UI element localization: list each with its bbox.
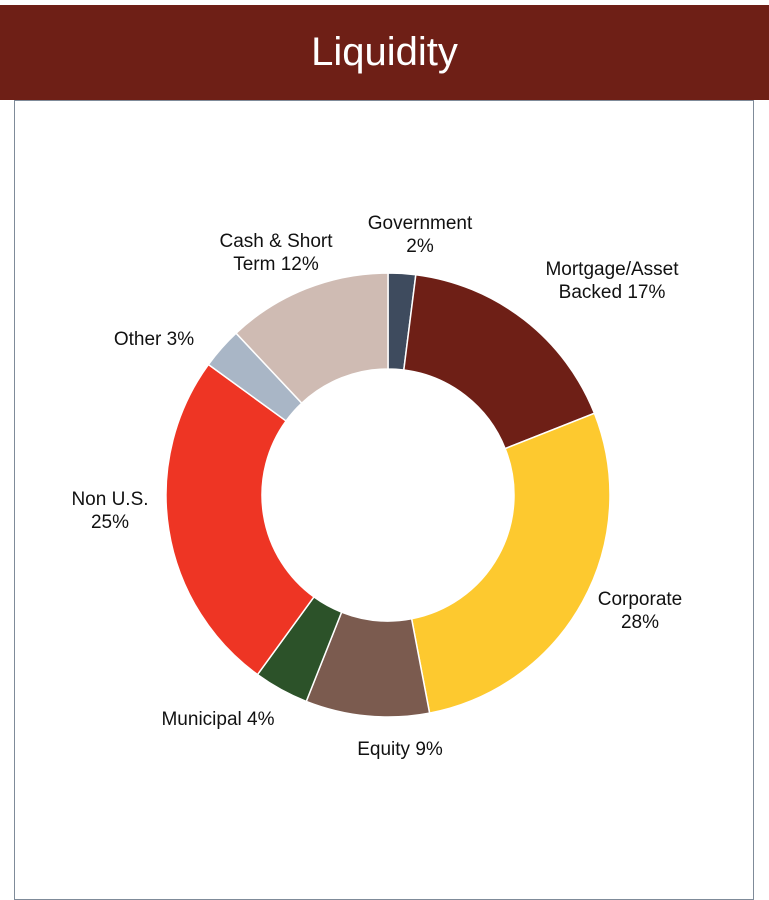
value-label: 4% [247,709,275,730]
slice-label: Municipal 4% [138,708,298,731]
value-label: 28% [620,612,660,633]
category-name: Corporate [597,589,683,610]
value-label: 3% [166,329,195,350]
slice-label: Non U.S. 25% [65,488,155,534]
category-name: Mortgage/Asset Backed [545,259,679,303]
value-label: 25% [90,512,130,533]
slice-label: Corporate 28% [590,588,690,634]
slice-label: Government 2% [365,212,475,258]
slice-label: Mortgage/Asset Backed 17% [512,258,712,304]
category-name: Government [367,213,473,234]
donut-slice [402,273,596,450]
value-label: 12% [280,254,319,275]
slice-label: Cash & Short Term 12% [206,230,346,276]
donut-slice [165,363,315,676]
category-name: Municipal [161,709,242,730]
value-label: 9% [415,739,443,760]
category-name: Cash & Short Term [219,231,333,275]
category-name: Other [113,329,162,350]
category-name: Equity [357,739,411,760]
category-name: Non U.S. [71,489,149,510]
slice-label: Other 3% [94,328,214,351]
value-label: 2% [406,236,434,257]
header: Liquidity [0,5,769,100]
donut-slice [410,412,611,714]
donut-slice [234,272,389,405]
value-label: 17% [627,282,666,303]
slice-label: Equity 9% [325,738,475,761]
